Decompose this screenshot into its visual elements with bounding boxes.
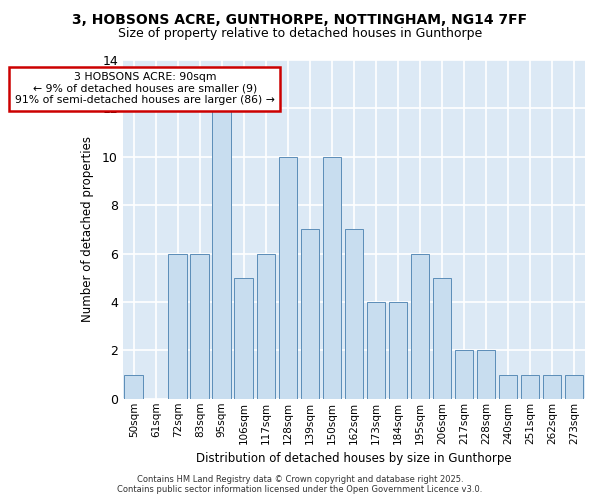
- Bar: [169, 254, 187, 399]
- X-axis label: Distribution of detached houses by size in Gunthorpe: Distribution of detached houses by size …: [196, 452, 512, 465]
- Bar: [455, 350, 473, 399]
- Bar: [521, 374, 539, 399]
- Bar: [190, 254, 209, 399]
- Bar: [212, 108, 231, 399]
- Bar: [257, 254, 275, 399]
- Bar: [499, 374, 517, 399]
- Bar: [410, 254, 429, 399]
- Bar: [301, 230, 319, 399]
- Bar: [389, 302, 407, 399]
- Bar: [344, 230, 363, 399]
- Text: Contains HM Land Registry data © Crown copyright and database right 2025.
Contai: Contains HM Land Registry data © Crown c…: [118, 474, 482, 494]
- Text: 3, HOBSONS ACRE, GUNTHORPE, NOTTINGHAM, NG14 7FF: 3, HOBSONS ACRE, GUNTHORPE, NOTTINGHAM, …: [73, 12, 527, 26]
- Bar: [542, 374, 562, 399]
- Bar: [433, 278, 451, 399]
- Y-axis label: Number of detached properties: Number of detached properties: [81, 136, 94, 322]
- Bar: [476, 350, 496, 399]
- Text: Size of property relative to detached houses in Gunthorpe: Size of property relative to detached ho…: [118, 28, 482, 40]
- Bar: [323, 157, 341, 399]
- Text: 3 HOBSONS ACRE: 90sqm
← 9% of detached houses are smaller (9)
91% of semi-detach: 3 HOBSONS ACRE: 90sqm ← 9% of detached h…: [15, 72, 275, 106]
- Bar: [565, 374, 583, 399]
- Bar: [367, 302, 385, 399]
- Bar: [124, 374, 143, 399]
- Bar: [278, 157, 297, 399]
- Bar: [235, 278, 253, 399]
